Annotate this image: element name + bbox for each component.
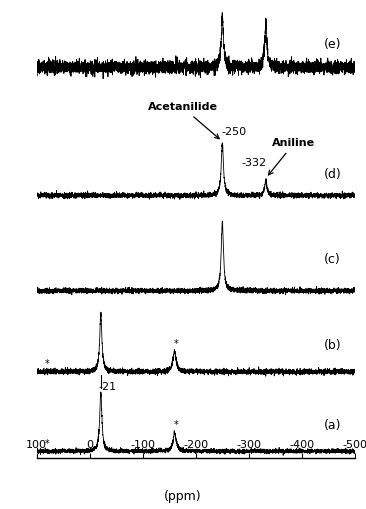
Text: (ppm): (ppm) <box>164 490 202 503</box>
Text: *: * <box>45 359 49 370</box>
Text: (e): (e) <box>324 38 341 51</box>
Text: (b): (b) <box>324 339 341 352</box>
Text: (d): (d) <box>324 168 341 181</box>
Text: Acetanilide: Acetanilide <box>147 102 219 138</box>
Text: -21: -21 <box>99 382 117 392</box>
Text: *: * <box>45 439 49 449</box>
Text: -250: -250 <box>221 127 246 136</box>
Text: *: * <box>173 339 178 349</box>
Text: (a): (a) <box>324 418 341 432</box>
Text: (c): (c) <box>324 253 341 266</box>
Text: *: * <box>173 420 178 430</box>
Text: -332: -332 <box>242 158 267 168</box>
Text: Aniline: Aniline <box>269 138 315 175</box>
